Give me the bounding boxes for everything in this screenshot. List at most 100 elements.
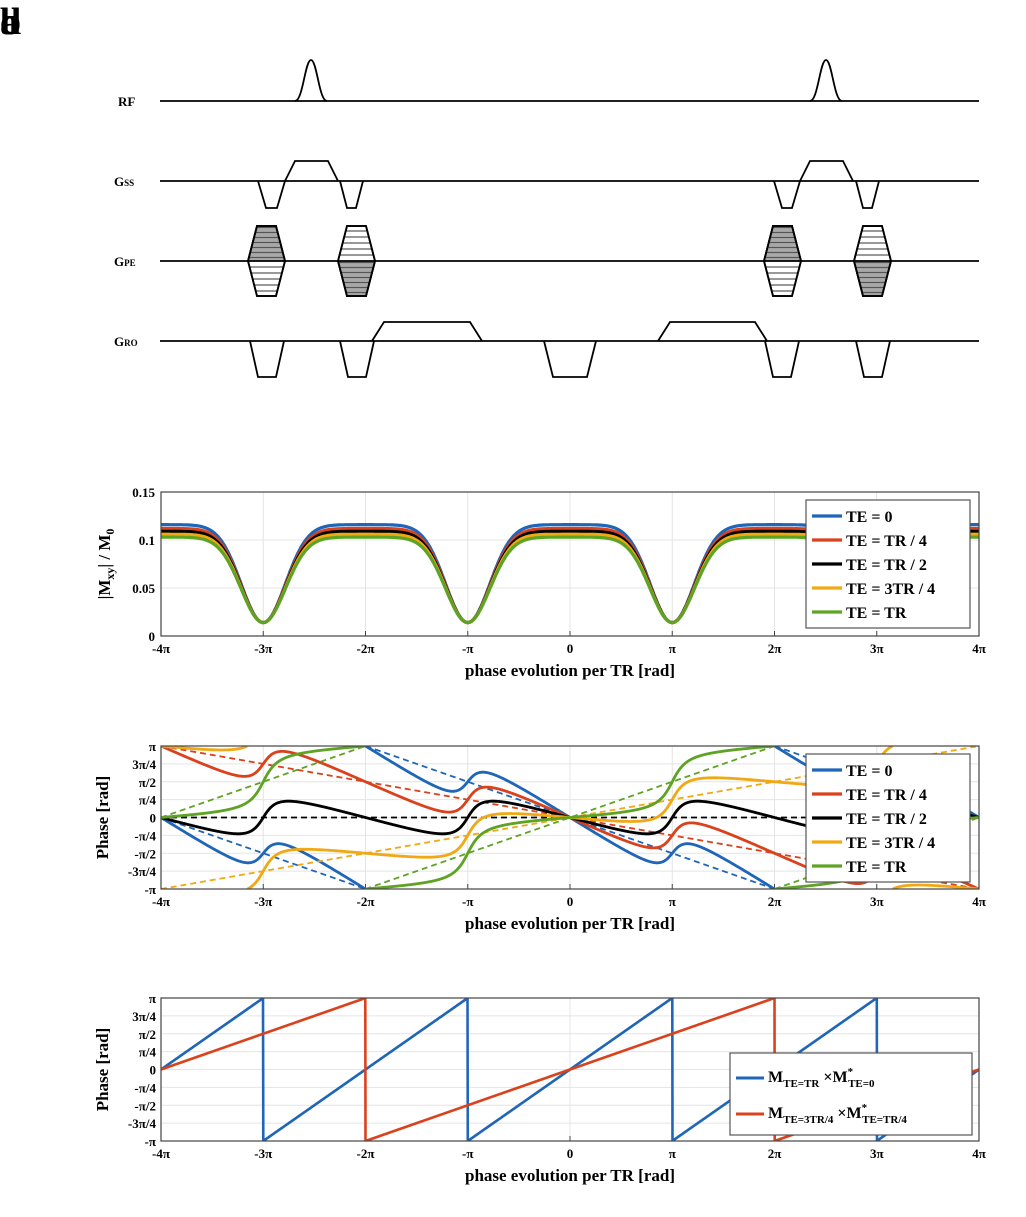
- panel-c-y-tick-label: -π/4: [134, 828, 156, 843]
- row-label-gss: GSS: [114, 174, 134, 189]
- row-label-gpe: GPE: [114, 254, 136, 269]
- panel-b-x-tick-label: 0: [567, 641, 574, 656]
- panel-d-x-tick-label: π: [669, 1146, 676, 1161]
- panel-c-y-tick-label: π: [149, 739, 156, 754]
- gro-readout-1: [371, 321, 483, 342]
- panel-b-legend-entry-0: TE = 0: [846, 509, 892, 526]
- panel-b-y-tick-label: 0.1: [139, 533, 155, 548]
- panel-b-y-axis-label: |Mxy| / M0: [95, 529, 117, 600]
- panel-b-x-tick-label: -3π: [254, 641, 272, 656]
- panel-c-x-axis-label: phase evolution per TR [rad]: [465, 914, 675, 933]
- panel-d-y-tick-label: -π/2: [134, 1098, 156, 1113]
- row-label-rf: RF: [118, 94, 135, 109]
- panel-c-x-tick-label: 4π: [972, 894, 986, 909]
- panel-b-legend-entry-3: TE = 3TR / 4: [846, 581, 935, 598]
- panel-c-x-tick-label: 2π: [768, 894, 782, 909]
- panel-d-x-tick-label: -3π: [254, 1146, 272, 1161]
- panel-d-legend: MTE=TR ×M* TE=0 MTE=3TR/4 ×M* TE=TR/4: [729, 1052, 973, 1136]
- panel-c-legend-entry-4: TE = TR: [846, 859, 907, 876]
- panel-b-x-tick-label: -4π: [152, 641, 170, 656]
- panel-d-y-tick-label: -π/4: [134, 1080, 156, 1095]
- gro-dephase-2: [339, 340, 375, 378]
- panel-c-series-4-dashed-1: [364, 746, 776, 889]
- gpe-table-4: [852, 225, 893, 297]
- gro-rewind: [543, 340, 597, 378]
- gro-dephase-1: [249, 340, 285, 378]
- panel-c-y-tick-label: -π/2: [134, 846, 156, 861]
- panel-c-series-3-solid-2: [891, 883, 979, 889]
- panel-b-x-axis-label: phase evolution per TR [rad]: [465, 661, 675, 680]
- gpe-table-1: [246, 225, 287, 297]
- panel-c-legend-entry-3: TE = 3TR / 4: [846, 835, 935, 852]
- gpe-table-3: [762, 225, 803, 297]
- panel-d-x-tick-label: -2π: [357, 1146, 375, 1161]
- panel-b-x-tick-label: 2π: [768, 641, 782, 656]
- panel-c-y-tick-label: π/2: [139, 775, 156, 790]
- panel-d-y-tick-label: π: [149, 991, 156, 1006]
- panel-c-legend-entry-1: TE = TR / 4: [846, 787, 927, 804]
- panel-c-series-0-solid-0: [161, 816, 367, 889]
- gro-dephase-3: [764, 340, 800, 378]
- panel-d-x-tick-label: -π: [462, 1146, 473, 1161]
- gss-slice-select-2: [799, 160, 854, 182]
- panel-b-y-tick-label: 0: [149, 629, 156, 644]
- gro-readout-2: [657, 321, 768, 342]
- panel-b-y-tick-label: 0.05: [132, 581, 155, 596]
- pulse-sequence-diagram: RF GSS GPE GRO: [114, 59, 979, 378]
- panel-b-x-tick-label: 3π: [870, 641, 884, 656]
- panel-c-x-tick-label: -4π: [152, 894, 170, 909]
- panel-d-y-tick-label: -3π/4: [128, 1116, 157, 1131]
- panel-c-series-4-dashed-0: [161, 746, 366, 819]
- panel-b-x-tick-label: π: [669, 641, 676, 656]
- panel-b-x-tick-label: 4π: [972, 641, 986, 656]
- panel-c-x-tick-label: -2π: [357, 894, 375, 909]
- gss-slice-select-1: [284, 160, 339, 182]
- panel-c-x-tick-label: 0: [567, 894, 574, 909]
- gss-lobe-rephase-1: [339, 180, 364, 209]
- panel-b-axes-frame: [160, 491, 980, 637]
- panel-d-x-axis-label: phase evolution per TR [rad]: [465, 1166, 675, 1185]
- panel-label-b: b: [0, 1, 22, 43]
- phase-plot: π 3π/4 π/2 π/4 0 -π/4 -π/2 -3π/4 -π Phase [rad] -4…: [93, 739, 986, 933]
- panel-c-y-axis-label: Phase [rad]: [93, 776, 112, 860]
- panel-c-x-tick-label: -3π: [254, 894, 272, 909]
- panel-b-legend: TE = 0 TE = TR / 4 TE = TR / 2 TE = 3TR / 4…: [805, 499, 971, 629]
- panel-b-x-tick-label: -π: [462, 641, 473, 656]
- panel-d-x-tick-label: 2π: [768, 1146, 782, 1161]
- gss-lobe-rephase-2: [855, 180, 880, 209]
- panel-c-x-tick-label: 3π: [870, 894, 884, 909]
- panel-d-axes-frame: [160, 997, 980, 1142]
- panel-label-a: a: [0, 1, 19, 43]
- panel-c-series-4-solid-0: [161, 746, 367, 819]
- panel-c-y-tick-label: π/4: [139, 793, 157, 808]
- panel-c-y-tick-label: 3π/4: [132, 757, 156, 772]
- gro-dephase-4: [855, 340, 891, 378]
- panel-b-legend-entry-4: TE = TR: [846, 605, 907, 622]
- panel-c-axes-frame: [160, 745, 980, 890]
- panel-d-y-axis-label: Phase [rad]: [93, 1028, 112, 1112]
- gss-lobe-prephase-1: [257, 180, 286, 209]
- panel-d-x-tick-label: 0: [567, 1146, 574, 1161]
- magnitude-plot: 0 0.05 0.1 0.15 -4π -3π -2π -π 0 π 2π 3π 4π phase evo…: [95, 485, 986, 680]
- panel-d-y-tick-label: 0: [150, 1063, 157, 1078]
- panel-c-series-4-solid-1: [364, 746, 776, 889]
- panel-d-x-tick-label: 4π: [972, 1146, 986, 1161]
- panel-c-legend: TE = 0 TE = TR / 4 TE = TR / 2 TE = 3TR / 4…: [805, 753, 971, 883]
- panel-d-legend-entry-1: MTE=3TR/4 ×M* TE=TR/4: [768, 1102, 907, 1126]
- panel-d-x-tick-label: -4π: [152, 1146, 170, 1161]
- panel-d-legend-entry-0: MTE=TR ×M* TE=0: [768, 1066, 875, 1090]
- gpe-table-2: [336, 225, 377, 297]
- gss-lobe-prephase-2: [773, 180, 801, 209]
- panel-d-x-tick-label: 3π: [870, 1146, 884, 1161]
- panel-c-x-tick-label: -π: [462, 894, 473, 909]
- panel-d-y-tick-label: π/2: [139, 1027, 156, 1042]
- panel-c-x-tick-label: π: [669, 894, 676, 909]
- panel-b-legend-entry-2: TE = TR / 2: [846, 557, 927, 574]
- row-label-gro: GRO: [114, 334, 138, 349]
- panel-label-c: c: [0, 1, 17, 43]
- panel-c-legend-entry-2: TE = TR / 2: [846, 811, 927, 828]
- panel-c-series-0-dashed-1: [364, 746, 776, 889]
- panel-b-x-tick-label: -2π: [357, 641, 375, 656]
- panel-c-series-3-solid-0: [161, 746, 249, 752]
